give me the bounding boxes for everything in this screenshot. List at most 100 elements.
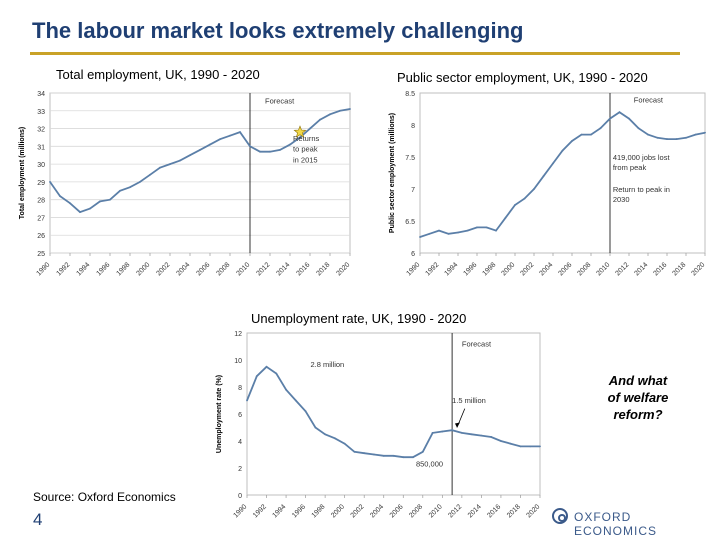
x-tick-label: 1994 bbox=[75, 261, 91, 277]
data-point bbox=[265, 365, 268, 368]
data-point bbox=[59, 195, 61, 198]
data-point bbox=[79, 211, 81, 214]
data-point bbox=[139, 180, 141, 183]
data-point bbox=[637, 127, 640, 130]
data-point bbox=[618, 111, 621, 114]
data-point bbox=[542, 175, 545, 178]
x-tick-label: 1994 bbox=[272, 503, 288, 519]
data-point bbox=[490, 436, 493, 438]
chart-annotation: Return to peak in bbox=[613, 185, 670, 194]
x-tick-label: 1992 bbox=[55, 261, 71, 277]
data-point bbox=[219, 138, 221, 141]
data-point bbox=[363, 452, 366, 455]
data-point bbox=[539, 445, 541, 448]
side-note-line: reform? bbox=[613, 407, 663, 422]
y-tick-label: 10 bbox=[234, 358, 242, 365]
x-tick-label: 2004 bbox=[175, 261, 191, 277]
chart-annotation: 419,000 jobs lost bbox=[613, 153, 671, 162]
data-point bbox=[294, 399, 297, 402]
y-tick-label: 28 bbox=[37, 198, 45, 205]
data-point bbox=[402, 456, 405, 459]
y-tick-label: 6 bbox=[238, 412, 242, 419]
y-axis-label: Public sector employment (millions) bbox=[389, 113, 396, 233]
y-tick-label: 27 bbox=[37, 215, 45, 222]
x-tick-label: 2018 bbox=[671, 261, 687, 277]
data-point bbox=[460, 432, 463, 434]
chart-annotation: 2030 bbox=[613, 195, 630, 204]
page-number: 4 bbox=[33, 510, 43, 529]
y-tick-label: 7.5 bbox=[405, 155, 415, 162]
x-tick-label: 2010 bbox=[235, 261, 251, 277]
data-point bbox=[609, 117, 611, 120]
data-point bbox=[259, 150, 261, 153]
y-tick-label: 2 bbox=[238, 466, 242, 473]
data-point bbox=[179, 159, 181, 162]
data-point bbox=[199, 148, 201, 151]
data-point bbox=[319, 118, 321, 121]
x-tick-label: 1998 bbox=[115, 261, 131, 277]
data-point bbox=[189, 154, 191, 157]
x-tick-label: 2012 bbox=[447, 503, 463, 519]
data-point bbox=[441, 430, 444, 433]
data-point bbox=[580, 133, 583, 136]
data-point bbox=[419, 236, 421, 238]
side-note-line: And what bbox=[608, 373, 668, 388]
data-point bbox=[476, 226, 478, 229]
data-point bbox=[694, 133, 697, 136]
y-tick-label: 32 bbox=[37, 127, 45, 134]
x-tick-label: 1996 bbox=[462, 261, 478, 277]
data-point bbox=[373, 453, 375, 456]
welfare-reform-note: And what of welfare reform? bbox=[583, 372, 693, 423]
x-tick-label: 1996 bbox=[291, 503, 307, 519]
x-tick-label: 2016 bbox=[486, 503, 502, 519]
arrowhead-icon bbox=[454, 422, 460, 428]
logo-text: OXFORD ECONOMICS bbox=[574, 510, 658, 538]
chart-annotation: Forecast bbox=[462, 340, 492, 349]
x-tick-label: 2002 bbox=[350, 503, 366, 519]
data-point bbox=[329, 113, 331, 116]
data-point bbox=[571, 140, 573, 142]
data-point bbox=[438, 229, 440, 232]
x-tick-label: 1990 bbox=[405, 261, 421, 277]
data-point bbox=[119, 189, 121, 192]
data-point bbox=[529, 445, 532, 448]
x-tick-label: 2000 bbox=[135, 261, 151, 277]
data-point bbox=[466, 229, 469, 232]
x-tick-label: 1998 bbox=[481, 261, 497, 277]
y-tick-label: 8 bbox=[238, 385, 242, 392]
data-point bbox=[628, 117, 630, 120]
data-point bbox=[382, 454, 385, 457]
y-axis-label: Unemployment rate (%) bbox=[216, 375, 223, 453]
x-tick-label: 2002 bbox=[519, 261, 535, 277]
data-point bbox=[514, 204, 516, 206]
y-tick-label: 26 bbox=[37, 233, 45, 240]
data-point bbox=[495, 229, 497, 232]
data-point bbox=[470, 433, 473, 436]
x-tick-label: 2006 bbox=[389, 503, 405, 519]
chart-annotation: Forecast bbox=[634, 96, 664, 105]
data-point bbox=[428, 232, 431, 235]
x-tick-label: 1992 bbox=[424, 261, 440, 277]
x-tick-label: 2018 bbox=[315, 261, 331, 277]
chart-title-total-employment: Total employment, UK, 1990 - 2020 bbox=[56, 67, 260, 82]
data-point bbox=[159, 166, 161, 169]
logo-icon bbox=[552, 508, 568, 524]
data-point bbox=[704, 131, 706, 134]
data-point bbox=[590, 133, 592, 136]
y-tick-label: 12 bbox=[234, 331, 242, 338]
data-point bbox=[314, 426, 317, 429]
oxford-economics-logo: OXFORD ECONOMICS bbox=[552, 506, 702, 538]
data-point bbox=[69, 202, 71, 205]
x-tick-label: 2004 bbox=[369, 503, 385, 519]
x-tick-label: 2000 bbox=[330, 503, 346, 519]
x-tick-label: 2006 bbox=[557, 261, 573, 277]
data-point bbox=[246, 399, 248, 402]
data-point bbox=[552, 162, 554, 165]
data-point bbox=[500, 440, 502, 442]
data-point bbox=[275, 372, 278, 375]
data-point bbox=[519, 445, 522, 448]
data-point bbox=[279, 148, 281, 151]
x-tick-label: 2020 bbox=[335, 261, 351, 277]
chart-annotation: Returns bbox=[293, 134, 320, 143]
x-tick-label: 2012 bbox=[255, 261, 271, 277]
